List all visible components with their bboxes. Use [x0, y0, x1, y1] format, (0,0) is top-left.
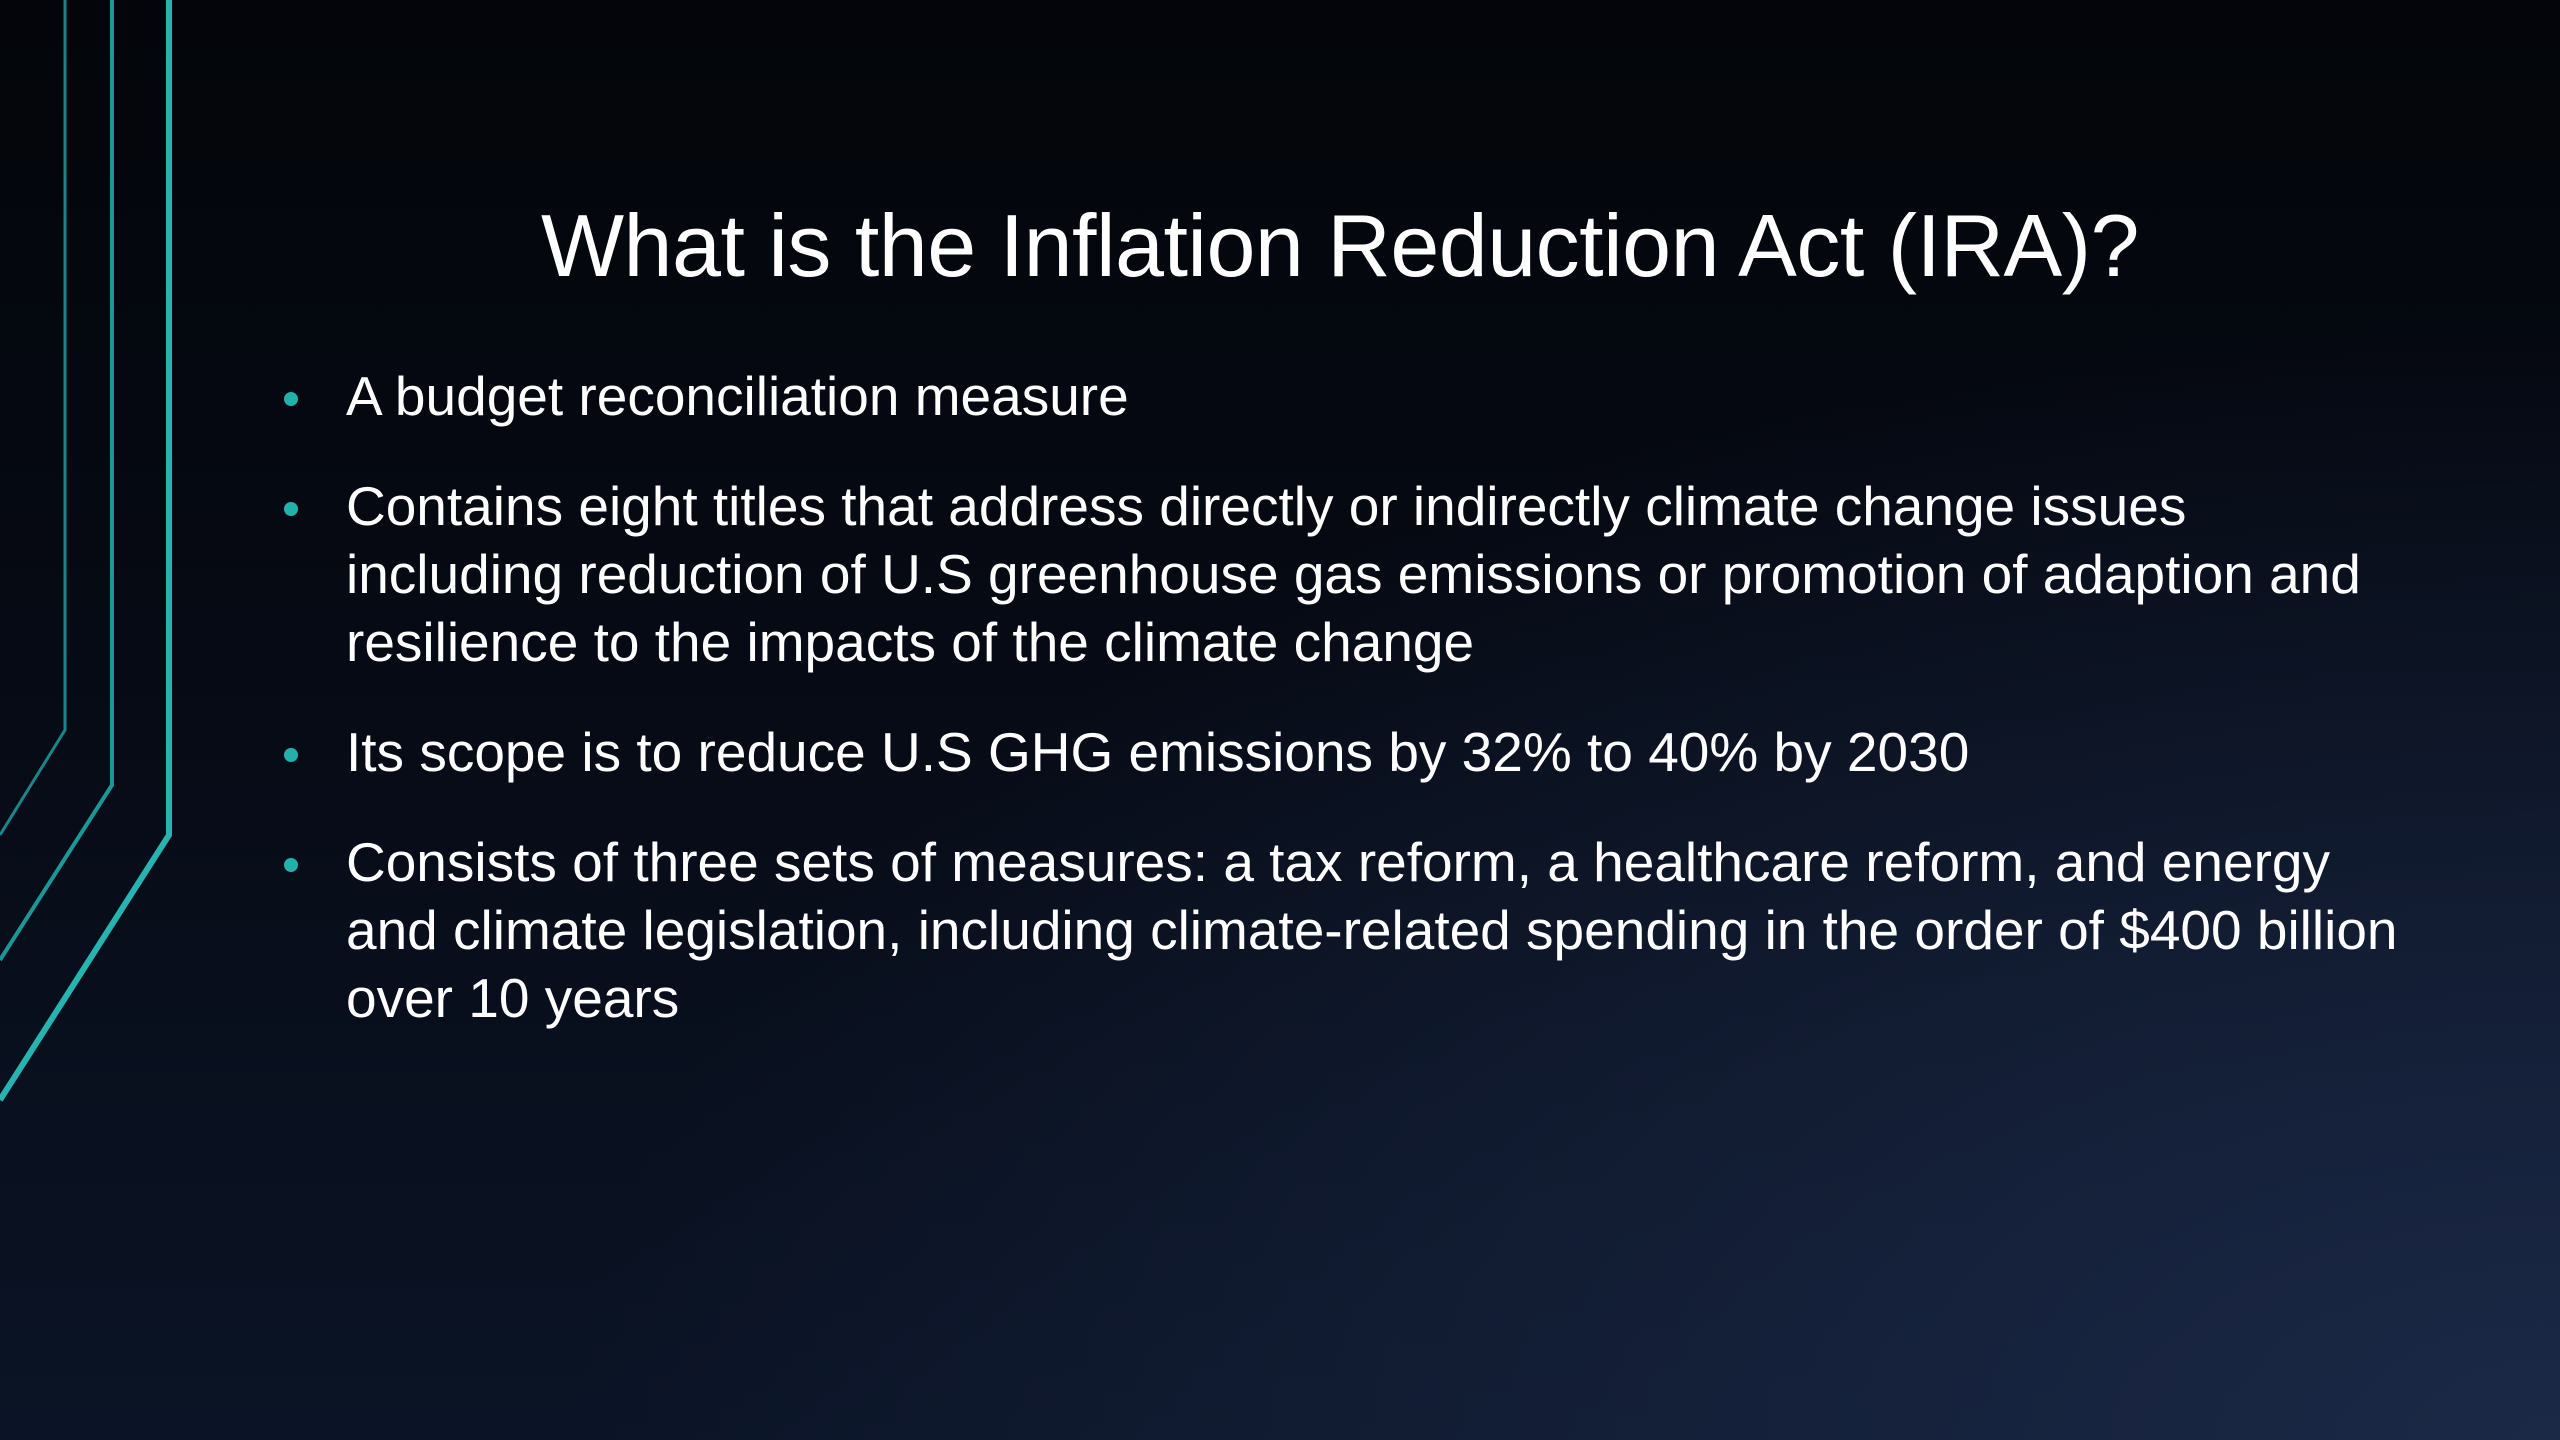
bullet-text: Consists of three sets of measures: a ta…: [346, 831, 2398, 1029]
decorative-line-inner: [0, 0, 67, 836]
bullet-text: Its scope is to reduce U.S GHG emissions…: [346, 721, 1970, 783]
bullet-item: Contains eight titles that address direc…: [270, 472, 2400, 676]
bullet-list: A budget reconciliation measure Contains…: [270, 362, 2400, 1074]
decorative-line-middle: [0, 0, 114, 962]
bullet-icon: [284, 748, 298, 762]
bullet-icon: [284, 858, 298, 872]
bullet-icon: [284, 502, 298, 516]
bullet-item: Its scope is to reduce U.S GHG emissions…: [270, 718, 2400, 786]
bullet-item: A budget reconciliation measure: [270, 362, 2400, 430]
slide-title: What is the Inflation Reduction Act (IRA…: [541, 196, 2139, 295]
decorative-lines: [0, 0, 172, 1102]
bullet-item: Consists of three sets of measures: a ta…: [270, 828, 2400, 1032]
bullet-text: Contains eight titles that address direc…: [346, 475, 2361, 673]
bullet-icon: [284, 392, 298, 406]
bullet-text: A budget reconciliation measure: [346, 365, 1129, 427]
decorative-line-outer: [0, 0, 172, 1102]
